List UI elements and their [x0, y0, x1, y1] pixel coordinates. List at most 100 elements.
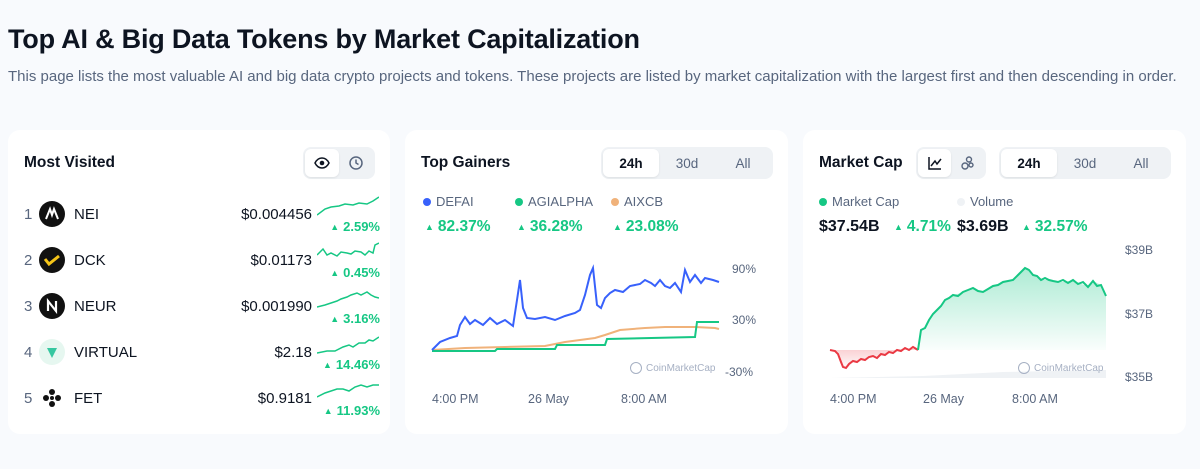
- token-symbol[interactable]: NEI: [74, 206, 100, 223]
- x-tick: 8:00 AM: [621, 392, 667, 406]
- top-gainers-timeframe: 24h 30d All: [601, 147, 773, 179]
- market-cap-card: Market Cap 24h 30d All Market Cap Volume…: [803, 130, 1186, 434]
- eye-icon[interactable]: [305, 149, 339, 177]
- list-item[interactable]: 5 FET $0.9181 ▲ 11.93%: [24, 381, 380, 418]
- token-price: $0.9181: [257, 390, 312, 407]
- agialpha-change: ▲ 36.28%: [517, 218, 583, 235]
- legend-agialpha: AGIALPHA: [515, 194, 593, 209]
- card-title: Top Gainers: [421, 154, 511, 171]
- price-change: ▲ 0.45%: [330, 265, 380, 280]
- price-change: ▲ 3.16%: [330, 311, 380, 326]
- volume-value: $3.69B: [957, 218, 1009, 235]
- most-visited-card: Most Visited 1 NEI $0.004456 ▲ 2.59% 2 DCK $0.0…: [8, 130, 390, 434]
- page-description: This page lists the most valuable AI and…: [8, 68, 1177, 85]
- market-cap-value: $37.54B: [819, 218, 880, 235]
- volume-area: [830, 370, 1106, 378]
- series-aixcb: [431, 326, 720, 351]
- y-tick: $35B: [1125, 370, 1154, 384]
- tab-30d[interactable]: 30d: [1073, 155, 1097, 171]
- legend-label: AIXCB: [624, 194, 664, 209]
- market-cap-timeframe: 24h 30d All: [999, 147, 1171, 179]
- legend-dot: [423, 197, 431, 206]
- y-tick: $39B: [1125, 243, 1154, 257]
- sparkline: [317, 384, 379, 398]
- clock-icon[interactable]: [339, 149, 373, 177]
- market-cap-chart: [829, 266, 1107, 378]
- most-visited-toggle: [303, 147, 375, 179]
- legend-dot: [957, 197, 965, 206]
- card-title: Market Cap: [819, 154, 903, 171]
- legend-label: DEFAI: [436, 194, 474, 209]
- legend-dot: [819, 197, 827, 206]
- dck-logo-icon: [39, 247, 65, 273]
- chart-type-toggle: [916, 147, 986, 179]
- sparkline: [317, 336, 379, 354]
- token-symbol[interactable]: NEUR: [74, 298, 117, 315]
- y-tick: 90%: [732, 262, 757, 276]
- token-price: $0.001990: [241, 298, 312, 315]
- legend-label: Volume: [970, 194, 1014, 209]
- series-defai: [431, 264, 720, 351]
- tab-24h[interactable]: 24h: [603, 149, 659, 177]
- legend-defai: DEFAI: [423, 194, 474, 209]
- rank-number: 3: [24, 298, 33, 315]
- coinmarketcap-icon: [630, 362, 642, 374]
- rank-number: 1: [24, 206, 33, 223]
- page-title: Top AI & Big Data Tokens by Market Capit…: [8, 24, 640, 54]
- market-cap-green-line: [917, 266, 1107, 351]
- x-tick: 4:00 PM: [830, 392, 877, 406]
- token-price: $0.01173: [250, 252, 312, 269]
- legend-dot: [515, 197, 523, 206]
- sparkline: [317, 291, 379, 308]
- tab-all[interactable]: All: [735, 155, 751, 171]
- tab-all[interactable]: All: [1133, 155, 1149, 171]
- y-tick: -30%: [725, 365, 754, 379]
- list-item[interactable]: 1 NEI $0.004456 ▲ 2.59%: [24, 196, 380, 234]
- x-tick: 26 May: [528, 392, 569, 406]
- token-symbol[interactable]: DCK: [74, 252, 106, 269]
- token-price: $2.18: [274, 344, 312, 361]
- price-change: ▲ 14.46%: [322, 357, 380, 372]
- token-symbol[interactable]: VIRTUAL: [74, 344, 138, 361]
- coinmarketcap-icon: [1018, 362, 1030, 374]
- legend-aixcb: AIXCB: [611, 194, 663, 209]
- market-cap-red-line: [829, 345, 919, 370]
- y-tick: $37B: [1125, 307, 1154, 321]
- nei-logo-icon: [39, 201, 65, 227]
- x-tick: 8:00 AM: [1012, 392, 1058, 406]
- token-price: $0.004456: [241, 206, 312, 223]
- market-cap-change: ▲ 4.71%: [894, 218, 951, 235]
- line-chart-icon[interactable]: [918, 149, 951, 177]
- bubbles-icon[interactable]: [951, 149, 984, 177]
- price-change: ▲ 2.59%: [330, 219, 380, 234]
- defai-change: ▲ 82.37%: [425, 218, 491, 235]
- sparkline: [317, 242, 379, 257]
- card-title: Most Visited: [24, 154, 116, 171]
- price-change: ▲ 11.93%: [323, 403, 380, 418]
- legend-label: Market Cap: [832, 194, 900, 209]
- list-item[interactable]: 4 VIRTUAL $2.18 ▲ 14.46%: [24, 335, 380, 372]
- x-tick: 26 May: [923, 392, 964, 406]
- watermark: CoinMarketCap: [1018, 362, 1103, 374]
- sparkline: [317, 196, 379, 216]
- gainers-chart: [431, 264, 720, 352]
- tab-30d[interactable]: 30d: [675, 155, 699, 171]
- list-item[interactable]: 2 DCK $0.01173 ▲ 0.45%: [24, 242, 380, 280]
- neur-logo-icon: [39, 293, 65, 319]
- market-cap-green-area: [918, 268, 1106, 350]
- watermark: CoinMarketCap: [630, 362, 715, 374]
- rank-number: 2: [24, 252, 33, 269]
- rank-number: 4: [24, 344, 33, 361]
- volume-change: ▲ 32.57%: [1022, 218, 1088, 235]
- top-gainers-card: Top Gainers 24h 30d All DEFAI AGIALPHA A…: [405, 130, 788, 434]
- token-symbol[interactable]: FET: [74, 390, 103, 407]
- y-tick: 30%: [732, 313, 757, 327]
- rank-number: 5: [24, 390, 33, 407]
- legend-dot: [611, 197, 619, 206]
- series-agialpha: [432, 321, 719, 352]
- legend-volume: Volume: [957, 194, 1013, 209]
- aixcb-change: ▲ 23.08%: [613, 218, 679, 235]
- tab-24h[interactable]: 24h: [1001, 149, 1057, 177]
- list-item[interactable]: 3 NEUR $0.001990 ▲ 3.16%: [24, 289, 380, 326]
- fet-logo-icon: [39, 385, 65, 411]
